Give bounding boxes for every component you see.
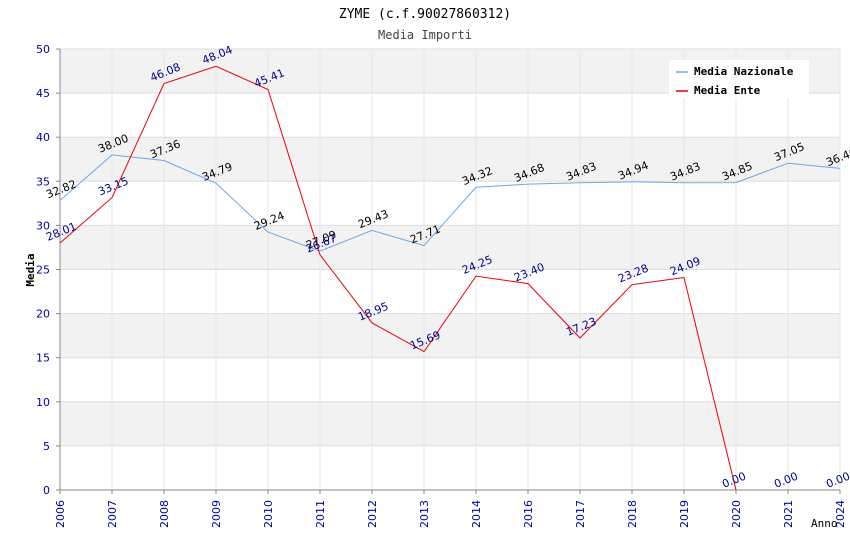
x-tick-label: 2016 xyxy=(522,500,535,528)
y-axis-label: Media xyxy=(24,253,37,286)
x-tick-label: 2008 xyxy=(158,500,171,528)
series-lines xyxy=(59,65,841,491)
y-tick-label: 20 xyxy=(36,308,50,321)
x-tick-label: 2018 xyxy=(626,500,639,528)
legend-box xyxy=(669,60,809,98)
x-tick-label: 2017 xyxy=(574,500,587,528)
plot-band xyxy=(60,225,840,270)
x-tick-labels: 2006 2007 2008 2009 2010 2011 2012 2013 2014 2016… xyxy=(54,500,847,528)
y-tick-label: 25 xyxy=(36,264,50,277)
x-tick-label: 2012 xyxy=(366,500,379,528)
x-tick-label: 2014 xyxy=(470,500,483,528)
y-tick-label: 45 xyxy=(36,87,50,100)
x-tick-label: 2011 xyxy=(314,500,327,528)
x-tick-label: 2010 xyxy=(262,500,275,528)
plot-band xyxy=(60,313,840,358)
data-label: 0.00 xyxy=(824,470,850,491)
y-tick-labels: 0 5 10 15 20 25 30 35 40 45 50 xyxy=(36,43,50,497)
x-tick-label: 2013 xyxy=(418,500,431,528)
plot-band xyxy=(60,137,840,182)
y-tick-label: 40 xyxy=(36,131,50,144)
x-tick-label: 2006 xyxy=(54,500,67,528)
series-line-media-ente xyxy=(59,65,737,491)
chart-subtitle: Media Importi xyxy=(378,28,472,42)
x-axis-label: Anno xyxy=(811,517,838,530)
y-tick-label: 30 xyxy=(36,219,50,232)
y-tick-label: 15 xyxy=(36,352,50,365)
data-label: 0.00 xyxy=(772,470,800,491)
y-tick-label: 0 xyxy=(43,484,50,497)
data-label: 0.00 xyxy=(720,470,748,491)
chart-title: ZYME (c.f.90027860312) xyxy=(339,7,511,22)
x-tick-label: 2021 xyxy=(782,500,795,528)
legend-label-media-ente: Media Ente xyxy=(694,84,761,97)
x-tick-label: 2020 xyxy=(730,500,743,528)
x-tick-label: 2019 xyxy=(678,500,691,528)
x-tick-label: 2009 xyxy=(210,500,223,528)
series-line-media-nazionale xyxy=(59,154,841,252)
y-tick-label: 5 xyxy=(43,440,50,453)
x-tick-label: 2007 xyxy=(106,500,119,528)
plot-band xyxy=(60,401,840,446)
y-tick-label: 35 xyxy=(36,175,50,188)
legend: Media Nazionale Media Ente xyxy=(669,60,809,98)
legend-label-media-nazionale: Media Nazionale xyxy=(694,65,794,78)
y-tick-label: 10 xyxy=(36,396,50,409)
x-tick-label: 2024 xyxy=(834,500,847,528)
y-tick-label: 50 xyxy=(36,43,50,56)
plot-bands xyxy=(60,49,840,446)
